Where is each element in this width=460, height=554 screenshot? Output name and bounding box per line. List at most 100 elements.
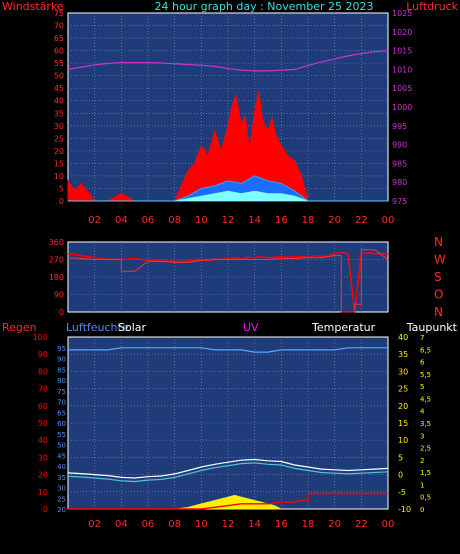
humidity-tick-label: 90: [57, 356, 66, 364]
panel1-x-ticks: 02 04 06 08 10 12 14 16 18 20 22 00: [88, 215, 394, 226]
wind-tick-label: 25: [54, 134, 64, 143]
uv-tick-label: 4,5: [420, 395, 431, 403]
humidity-tick-label: 70: [57, 399, 66, 407]
temperature-tick-label: 20: [398, 402, 408, 411]
temperature-tick-label: -5: [398, 488, 406, 497]
wind-tick-label: 55: [54, 59, 64, 68]
direction-tick-label: 0: [59, 308, 64, 317]
rain-axis-ticks: 0 10 20 30 40 50 60 70 80 90 100: [33, 333, 48, 514]
pressure-tick-label: 1010: [392, 65, 412, 74]
wind-tick-label: 75: [54, 9, 64, 18]
temperature-tick-label: -10: [398, 505, 411, 514]
wind-tick-label: 65: [54, 34, 64, 43]
pressure-tick-label: 1025: [392, 9, 412, 18]
uv-tick-label: 7: [420, 334, 424, 342]
humidity-axis-ticks: 20 25 30 35 40 45 50 55 60 65 70 75 80 85 90 95: [57, 345, 66, 514]
direction-axis-ticks: 0 90 180 270 360: [49, 238, 64, 317]
temperature-tick-label: 40: [398, 333, 408, 342]
x-tick-label: 20: [328, 215, 341, 226]
pressure-tick-label: 1020: [392, 28, 412, 37]
humidity-tick-label: 65: [57, 409, 66, 417]
direction-tick-label: 360: [49, 238, 64, 247]
uv-tick-label: 1,5: [420, 469, 431, 477]
humidity-tick-label: 35: [57, 474, 66, 482]
uv-tick-label: 2,5: [420, 445, 431, 453]
pressure-tick-label: 1000: [392, 103, 412, 112]
rain-tick-label: 70: [38, 385, 48, 394]
x-tick-label: 20: [328, 519, 341, 530]
luftdruck-label: Luftdruck: [406, 0, 458, 13]
compass-label: N: [434, 235, 443, 249]
x-tick-label: 22: [355, 215, 368, 226]
humidity-tick-label: 60: [57, 420, 66, 428]
luftfeuchte-label: Luftfeuchte: [66, 321, 129, 334]
humidity-tick-label: 45: [57, 452, 66, 460]
wind-tick-label: 45: [54, 84, 64, 93]
uv-label: UV: [243, 321, 259, 334]
x-tick-label: 14: [248, 519, 261, 530]
humidity-tick-label: 75: [57, 388, 66, 396]
humidity-tick-label: 55: [57, 431, 66, 439]
uv-tick-label: 2: [420, 457, 424, 465]
rain-tick-label: 10: [38, 488, 48, 497]
x-tick-label: 08: [168, 519, 181, 530]
rain-tick-label: 0: [43, 505, 48, 514]
wind-tick-label: 40: [54, 97, 64, 106]
uv-tick-label: 4: [420, 408, 425, 416]
wind-tick-label: 0: [59, 197, 64, 206]
pressure-tick-label: 985: [392, 159, 407, 168]
temperature-tick-label: 30: [398, 367, 408, 376]
pressure-tick-label: 975: [392, 197, 407, 206]
wind-tick-label: 20: [54, 147, 64, 156]
direction-tick-label: 90: [54, 291, 64, 300]
x-tick-label: 14: [248, 215, 261, 226]
wind-tick-label: 15: [54, 159, 64, 168]
windstaerke-label: Windstärke: [2, 0, 64, 13]
rain-tick-label: 90: [38, 350, 48, 359]
panel3-x-ticks: 02 04 06 08 10 12 14 16 18 20 22 00: [88, 519, 394, 530]
pressure-axis-ticks: 975 980 985 990 995 1000 1005 1010 1015 1020 1025: [392, 9, 412, 206]
calm-wind-area: [68, 190, 388, 202]
rain-tick-label: 100: [33, 333, 48, 342]
uv-tick-label: 6: [420, 359, 425, 367]
pressure-line: [67, 50, 389, 72]
x-tick-label: 06: [142, 519, 155, 530]
wind-tick-label: 5: [59, 184, 64, 193]
dewpoint-line: [67, 462, 389, 483]
panel1-series: [67, 50, 389, 202]
temperature-tick-label: 35: [398, 350, 408, 359]
x-tick-label: 16: [275, 215, 288, 226]
x-tick-label: 22: [355, 519, 368, 530]
panel2-series: [67, 249, 389, 313]
pressure-tick-label: 1015: [392, 47, 412, 56]
pressure-tick-label: 980: [392, 178, 407, 187]
direction-line: [67, 251, 388, 313]
uv-tick-label: 5: [420, 383, 424, 391]
rain-tick-label: 30: [38, 453, 48, 462]
prevailing-direction-line: [67, 249, 389, 313]
rain-tick-label: 60: [38, 402, 48, 411]
humidity-line: [68, 347, 388, 353]
graph-title: 24 hour graph day : November 25 2023: [154, 0, 373, 13]
x-tick-label: 12: [222, 519, 235, 530]
taupunkt-label: Taupunkt: [406, 321, 458, 334]
average-wind-area: [68, 175, 388, 202]
pressure-tick-label: 1005: [392, 84, 412, 93]
rain-tick-label: 80: [38, 367, 48, 376]
uv-tick-label: 5,5: [420, 371, 431, 379]
direction-tick-label: 180: [49, 273, 64, 282]
rain-tick-label: 40: [38, 436, 48, 445]
x-tick-label: 10: [195, 215, 208, 226]
uv-tick-label: 3: [420, 432, 424, 440]
humidity-tick-label: 20: [57, 506, 66, 514]
temperature-tick-label: 10: [398, 436, 408, 445]
uv-axis-ticks: 0 0,5 1 1,5 2 2,5 3 3,5 4 4,5 5 5,5 6 6,5 7: [420, 334, 431, 514]
temperature-tick-label: 5: [398, 453, 403, 462]
x-tick-label: 18: [302, 519, 315, 530]
uv-tick-label: 3,5: [420, 420, 431, 428]
x-tick-label: 04: [115, 519, 128, 530]
wind-tick-label: 30: [54, 122, 64, 131]
panel3-series: [67, 347, 389, 510]
rain-tick-label: 20: [38, 471, 48, 480]
